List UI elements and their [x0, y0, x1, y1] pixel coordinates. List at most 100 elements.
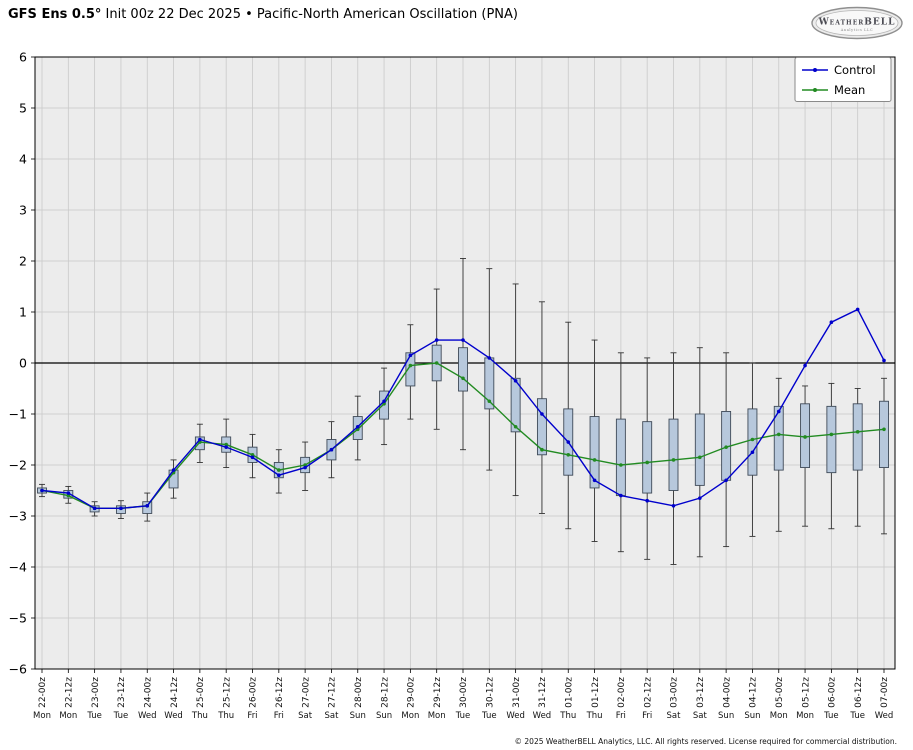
svg-text:Sun: Sun [718, 711, 734, 721]
svg-text:0: 0 [19, 356, 27, 371]
svg-text:Sat: Sat [298, 711, 313, 721]
svg-text:Mon: Mon [401, 711, 419, 721]
svg-text:23-12z: 23-12z [117, 677, 127, 708]
svg-text:Mon: Mon [796, 711, 814, 721]
svg-text:02-00z: 02-00z [617, 677, 627, 708]
svg-text:Mon: Mon [33, 711, 51, 721]
axis-ticks [31, 56, 885, 673]
svg-text:Fri: Fri [247, 711, 257, 721]
svg-text:26-00z: 26-00z [249, 677, 259, 708]
copyright-footer: © 2025 WeatherBELL Analytics, LLC. All r… [514, 737, 897, 746]
svg-text:03-12z: 03-12z [696, 677, 706, 708]
svg-text:Tue: Tue [86, 711, 102, 721]
svg-text:Fri: Fri [616, 711, 626, 721]
logo-subtext: Analytics LLC [840, 28, 874, 32]
svg-text:26-12z: 26-12z [275, 677, 285, 708]
svg-text:Sun: Sun [744, 711, 760, 721]
svg-text:Tue: Tue [113, 711, 129, 721]
svg-text:27-12z: 27-12z [328, 677, 338, 708]
svg-text:6: 6 [19, 50, 27, 65]
svg-text:−6: −6 [9, 662, 27, 677]
svg-text:Mon: Mon [59, 711, 77, 721]
legend-control-marker [813, 68, 817, 72]
x-axis-labels: 22-00z 22-12z 23-00z 23-12z 24-00z 24-12z 25-0… [38, 677, 890, 708]
svg-text:24-12z: 24-12z [170, 677, 180, 708]
svg-text:03-00z: 03-00z [670, 677, 680, 708]
svg-text:29-00z: 29-00z [407, 677, 417, 708]
svg-text:Sat: Sat [693, 711, 708, 721]
svg-text:Tue: Tue [481, 711, 497, 721]
svg-text:29-12z: 29-12z [433, 677, 443, 708]
svg-text:Wed: Wed [164, 711, 183, 721]
svg-text:−2: −2 [9, 458, 27, 473]
svg-text:Wed: Wed [506, 711, 525, 721]
svg-text:31-00z: 31-00z [512, 677, 522, 708]
svg-text:Mon: Mon [770, 711, 788, 721]
legend-control-label: Control [834, 63, 876, 77]
svg-text:Tue: Tue [849, 711, 865, 721]
svg-text:06-12z: 06-12z [854, 677, 864, 708]
svg-text:06-00z: 06-00z [828, 677, 838, 708]
svg-text:1: 1 [19, 305, 27, 320]
svg-text:01-12z: 01-12z [591, 677, 601, 708]
svg-text:Wed: Wed [533, 711, 552, 721]
svg-text:31-12z: 31-12z [538, 677, 548, 708]
svg-text:−3: −3 [9, 509, 27, 524]
chart-title-model: GFS Ens 0.5° [8, 7, 102, 22]
svg-text:3: 3 [19, 203, 27, 218]
svg-text:Thu: Thu [217, 711, 234, 721]
svg-text:23-00z: 23-00z [91, 677, 101, 708]
svg-text:5: 5 [19, 101, 27, 116]
legend-mean-label: Mean [834, 83, 865, 97]
svg-text:−1: −1 [9, 407, 27, 422]
svg-text:Wed: Wed [875, 711, 894, 721]
svg-text:Sat: Sat [324, 711, 339, 721]
svg-text:04-12z: 04-12z [749, 677, 759, 708]
control-line-markers [40, 307, 886, 511]
svg-text:Sat: Sat [667, 711, 682, 721]
svg-text:−4: −4 [9, 560, 27, 575]
svg-text:2: 2 [19, 254, 27, 269]
svg-text:Tue: Tue [823, 711, 839, 721]
svg-text:27-00z: 27-00z [301, 677, 311, 708]
svg-text:05-00z: 05-00z [775, 677, 785, 708]
svg-text:−5: −5 [9, 611, 27, 626]
svg-text:30-00z: 30-00z [459, 677, 469, 708]
svg-text:07-00z: 07-00z [880, 677, 890, 708]
svg-text:28-12z: 28-12z [380, 677, 390, 708]
y-axis-labels: −6 −5 −4 −3 −2 −1 0 1 2 3 4 5 6 [9, 50, 27, 677]
logo-text: WeatherBELL [818, 18, 896, 28]
legend: Control Mean [794, 57, 892, 102]
svg-text:Fri: Fri [642, 711, 652, 721]
svg-text:Sun: Sun [350, 711, 366, 721]
svg-text:04-00z: 04-00z [722, 677, 732, 708]
svg-text:Mon: Mon [428, 711, 446, 721]
svg-text:05-12z: 05-12z [801, 677, 811, 708]
logo-inner-ellipse [815, 10, 899, 36]
legend-mean-marker [813, 88, 817, 92]
svg-text:22-12z: 22-12z [65, 677, 75, 708]
svg-text:22-00z: 22-00z [38, 677, 48, 708]
svg-text:Thu: Thu [559, 711, 576, 721]
svg-text:25-00z: 25-00z [196, 677, 206, 708]
svg-text:Fri: Fri [274, 711, 284, 721]
x-axis-day-labels: Mon Mon Tue Tue Wed Wed Thu Thu Fri Fri Sat Sat Sun S… [33, 711, 893, 721]
svg-text:25-12z: 25-12z [222, 677, 232, 708]
weatherbell-logo: WeatherBELL Analytics LLC [809, 3, 905, 47]
svg-text:Wed: Wed [138, 711, 157, 721]
svg-text:4: 4 [19, 152, 27, 167]
svg-text:28-00z: 28-00z [354, 677, 364, 708]
chart-title: GFS Ens 0.5° Init 00z 22 Dec 2025 • Paci… [8, 7, 518, 22]
svg-text:02-12z: 02-12z [643, 677, 653, 708]
svg-text:Thu: Thu [191, 711, 208, 721]
svg-text:Sun: Sun [376, 711, 392, 721]
svg-text:01-00z: 01-00z [564, 677, 574, 708]
chart-title-desc: Init 00z 22 Dec 2025 • Pacific-North Ame… [101, 7, 518, 22]
svg-text:30-12z: 30-12z [486, 677, 496, 708]
svg-text:Thu: Thu [586, 711, 603, 721]
svg-text:Tue: Tue [455, 711, 471, 721]
svg-text:24-00z: 24-00z [143, 677, 153, 708]
